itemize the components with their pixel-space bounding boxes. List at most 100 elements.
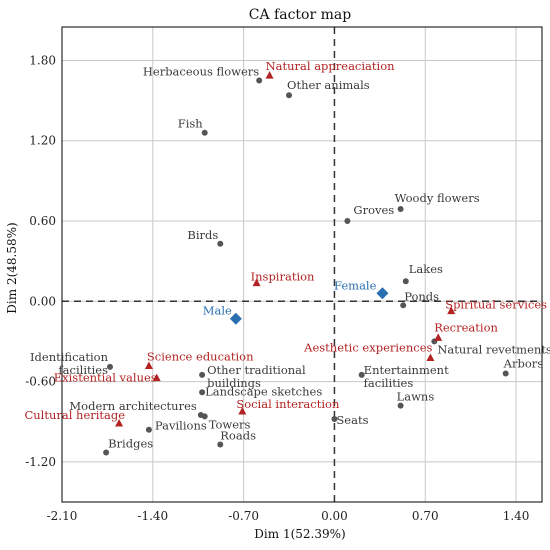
row-marker <box>199 389 206 396</box>
col-marker <box>252 278 261 287</box>
row-point: Natural revetments <box>431 338 550 356</box>
row-point: Woody flowers <box>395 191 480 212</box>
row-marker <box>201 413 208 420</box>
row-point: Lawns <box>397 390 435 409</box>
grid <box>61 27 542 502</box>
x-axis-title: Dim 1(52.39%) <box>254 527 345 541</box>
row-marker <box>145 426 152 433</box>
chart-title: CA factor map <box>249 7 351 23</box>
row-point: Herbaceous flowers <box>143 65 263 84</box>
row-point: Bridges <box>103 436 153 456</box>
row-marker <box>286 92 293 99</box>
x-tick-label: 0.70 <box>412 509 439 523</box>
col-label: Existential values <box>54 371 157 385</box>
row-point: Identification facilities <box>30 350 113 377</box>
col-marker <box>434 333 443 341</box>
row-marker <box>397 205 404 212</box>
row-point: Arbors <box>502 357 544 377</box>
row-label: Other traditional buildings <box>207 363 306 390</box>
row-point: Landscape sketches <box>199 384 322 398</box>
row-label: Groves <box>353 203 394 217</box>
row-point: Other animals <box>286 78 370 99</box>
y-tick-label: 0.60 <box>29 214 56 228</box>
row-point: Fish <box>178 117 208 136</box>
row-marker <box>217 441 224 448</box>
col-point: Natural appreaciation <box>265 59 396 79</box>
row-label: Pavilions <box>155 419 207 433</box>
row-label: Other animals <box>287 78 370 92</box>
data-points: Herbaceous flowers Other animals Fish Woody… <box>24 59 550 456</box>
row-label: Towers <box>209 417 251 431</box>
row-label: Ponds <box>404 289 439 303</box>
row-label: Identification facilities <box>30 350 109 377</box>
col-marker <box>115 419 124 427</box>
row-point: Towers <box>201 413 251 431</box>
row-marker <box>217 240 224 247</box>
row-point: Lakes <box>402 262 443 285</box>
y-axis-title: Dim 2(48.58%) <box>5 222 19 313</box>
col-label: Aesthetic experiences <box>303 340 432 354</box>
col-label: Spiritual services <box>445 298 547 312</box>
tick-labels: -2.10 -1.40 -0.70 0.00 0.70 1.40 -1.20 -0.60 0.0… <box>25 53 529 523</box>
row-point: Modern architectures <box>69 399 204 419</box>
col-marker <box>447 306 456 315</box>
row-point: Entertainment facilities <box>358 363 449 390</box>
row-marker <box>107 363 113 370</box>
col-label: Natural appreaciation <box>266 59 396 73</box>
row-marker <box>502 370 509 377</box>
row-label: Landscape sketches <box>205 384 322 398</box>
col-marker <box>265 71 274 79</box>
row-label: Modern architectures <box>69 399 197 413</box>
sup-label: Male <box>203 304 232 318</box>
row-label: Lawns <box>397 390 435 404</box>
col-point: Science education <box>144 350 254 370</box>
row-label: Roads <box>220 428 256 442</box>
col-marker <box>238 407 247 415</box>
col-label: Social interaction <box>236 397 340 411</box>
row-point: Birds <box>187 228 224 247</box>
row-label: Fish <box>178 117 204 131</box>
row-marker <box>331 416 338 423</box>
row-marker <box>400 302 407 309</box>
col-label: Recreation <box>434 320 498 334</box>
x-tick-label: -2.10 <box>47 509 78 523</box>
row-label: Seats <box>336 413 368 427</box>
sup-marker <box>229 312 242 325</box>
col-point: Recreation <box>434 320 499 341</box>
row-point: Other traditional buildings <box>199 363 306 390</box>
row-label: Bridges <box>108 436 153 450</box>
y-tick-label: 1.20 <box>29 134 56 148</box>
col-point: Social interaction <box>236 397 340 415</box>
x-tick-label: 0.00 <box>321 509 348 523</box>
col-point: Spiritual services <box>445 298 547 315</box>
row-label: Lakes <box>409 262 443 276</box>
col-point: Inspiration <box>251 270 315 287</box>
col-label: Science education <box>147 350 254 364</box>
y-tick-label: 0.00 <box>29 294 56 308</box>
row-point: Seats <box>331 413 369 427</box>
row-point: Groves <box>344 203 394 225</box>
col-label: Inspiration <box>251 270 315 284</box>
x-tick-label: 1.40 <box>503 509 530 523</box>
sup-marker <box>376 287 389 300</box>
zero-lines <box>62 27 542 502</box>
row-label: Arbors <box>503 357 544 371</box>
row-marker <box>397 402 404 409</box>
sup-point: Male <box>203 304 242 325</box>
row-marker <box>402 278 409 285</box>
col-point: Existential values <box>54 371 161 385</box>
sup-point: Female <box>334 278 389 300</box>
row-label: Natural revetments <box>437 342 550 356</box>
row-label: Birds <box>187 228 218 242</box>
col-marker <box>152 373 161 382</box>
row-marker <box>199 371 206 378</box>
row-point: Pavilions <box>145 419 207 433</box>
y-tick-label: -1.20 <box>25 455 56 469</box>
row-label: Woody flowers <box>395 191 480 205</box>
row-label: Herbaceous flowers <box>143 65 259 79</box>
x-tick-label: -1.40 <box>137 509 168 523</box>
row-marker <box>201 129 208 136</box>
row-point: Roads <box>217 428 256 448</box>
row-point: Ponds <box>400 289 439 309</box>
